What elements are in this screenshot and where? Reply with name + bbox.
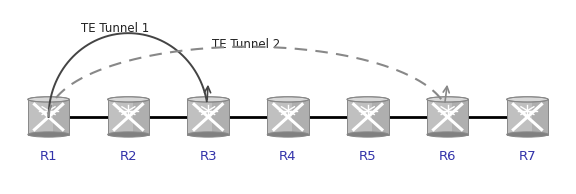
Text: TE Tunnel 2: TE Tunnel 2 [212,38,281,51]
Text: R4: R4 [279,151,297,164]
Ellipse shape [347,132,389,137]
Bar [108,99,149,134]
Bar [187,99,229,134]
Polygon shape [213,99,229,134]
Bar [507,99,548,134]
Ellipse shape [427,97,468,102]
Polygon shape [452,99,468,134]
Polygon shape [372,99,389,134]
Text: R1: R1 [40,151,58,164]
Polygon shape [292,99,309,134]
Ellipse shape [507,97,548,102]
Ellipse shape [108,132,149,137]
Polygon shape [532,99,548,134]
Ellipse shape [267,132,309,137]
Ellipse shape [187,132,229,137]
Text: R5: R5 [359,151,377,164]
Text: R3: R3 [199,151,217,164]
Ellipse shape [427,132,468,137]
Ellipse shape [28,97,69,102]
Ellipse shape [108,97,149,102]
Ellipse shape [187,97,229,102]
Text: TE Tunnel 1: TE Tunnel 1 [81,22,149,35]
Bar [347,99,389,134]
Ellipse shape [28,132,69,137]
Bar [28,99,69,134]
Ellipse shape [347,97,389,102]
Text: R2: R2 [120,151,137,164]
Polygon shape [132,99,149,134]
Bar [267,99,309,134]
Bar [427,99,468,134]
Polygon shape [53,99,69,134]
Ellipse shape [267,97,309,102]
Text: R7: R7 [518,151,536,164]
Text: R6: R6 [439,151,456,164]
Ellipse shape [507,132,548,137]
